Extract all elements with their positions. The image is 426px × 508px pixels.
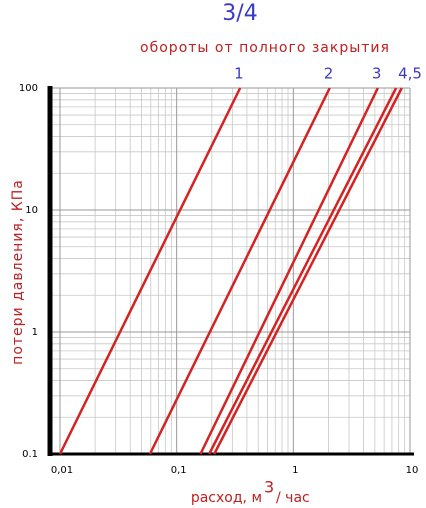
series-line <box>58 87 242 455</box>
x-tick-label: 10 <box>406 465 419 476</box>
x-axis-label-end: / час <box>276 490 310 506</box>
x-axis-label-superscript: 3 <box>264 478 274 497</box>
x-axis-label: расход, м <box>191 490 262 506</box>
series-line <box>199 87 379 455</box>
series-line <box>148 87 331 455</box>
y-tick-label: 100 <box>19 83 38 94</box>
x-tick-label: 0,1 <box>171 465 187 476</box>
y-tick-label: 0.1 <box>22 449 38 460</box>
y-axis-label: потери давления, КПа <box>10 179 26 365</box>
chart-title: 3/4 <box>222 1 257 26</box>
line-label: 3 <box>372 65 382 83</box>
subtitle: обороты от полного закрытия <box>140 40 390 56</box>
line-label: 1 <box>234 65 244 83</box>
y-tick-label: 1 <box>32 327 38 338</box>
series-line <box>213 87 403 455</box>
series-line <box>208 87 398 455</box>
x-tick-label: 0,01 <box>51 465 73 476</box>
x-tick-label: 1 <box>292 465 298 476</box>
line-label: 4,5 <box>398 65 422 83</box>
y-tick-label: 10 <box>25 205 38 216</box>
line-label: 2 <box>324 65 334 83</box>
